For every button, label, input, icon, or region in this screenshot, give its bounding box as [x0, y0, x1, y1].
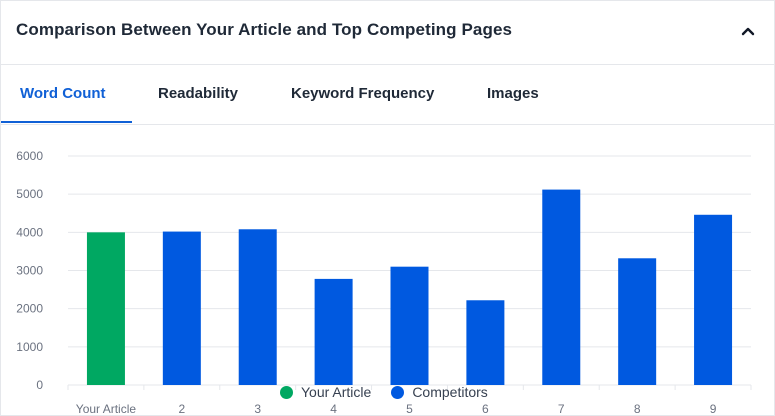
chevron-up-icon[interactable]	[738, 21, 758, 41]
x-tick-label: Your Article	[76, 402, 137, 416]
bar-competitor[interactable]	[162, 231, 201, 385]
chart-legend: Your Article Competitors	[280, 383, 508, 401]
x-tick-label: 7	[558, 402, 565, 416]
bar-competitor[interactable]	[314, 278, 353, 385]
legend-dot-competitors	[391, 385, 405, 399]
y-tick-label: 6000	[16, 149, 43, 163]
panel-title: Comparison Between Your Article and Top …	[16, 20, 513, 39]
y-tick-label: 0	[36, 378, 43, 392]
x-tick-label: 2	[178, 402, 185, 416]
bar-competitor[interactable]	[542, 189, 581, 385]
legend-item-competitors[interactable]: Competitors	[391, 384, 488, 400]
word-count-chart: 0 1000 2000 3000 4000 5000 6000 Your Article 2 3 4…	[1, 125, 774, 416]
tab-bar: Word Count Readability Keyword Frequency…	[1, 65, 774, 125]
x-tick-label: 4	[330, 402, 337, 416]
bar-your-article[interactable]	[86, 232, 125, 385]
bar-competitor[interactable]	[694, 214, 733, 385]
x-tick-label: 5	[406, 402, 413, 416]
bar-competitor[interactable]	[466, 300, 505, 385]
x-tick-label: 9	[710, 402, 717, 416]
x-tick-label: 6	[482, 402, 489, 416]
y-tick-label: 3000	[16, 264, 43, 278]
bar-competitor[interactable]	[618, 258, 657, 385]
legend-label-your-article: Your Article	[301, 384, 372, 400]
y-tick-label: 5000	[16, 187, 43, 201]
bar-competitor[interactable]	[238, 229, 277, 385]
tab-readability[interactable]: Readability	[158, 85, 239, 102]
tab-images[interactable]: Images	[487, 85, 539, 102]
tab-word-count[interactable]: Word Count	[20, 85, 106, 102]
legend-label-competitors: Competitors	[412, 384, 488, 400]
chart-svg: 0 1000 2000 3000 4000 5000 6000 Your Article 2 3 4…	[16, 149, 752, 416]
tab-keyword-frequency[interactable]: Keyword Frequency	[291, 85, 435, 102]
y-tick-label: 4000	[16, 225, 43, 239]
bar-competitor[interactable]	[390, 266, 429, 385]
active-tab-indicator	[1, 121, 132, 123]
y-tick-label: 1000	[16, 340, 43, 354]
x-tick-label: 3	[254, 402, 261, 416]
x-tick-label: 8	[634, 402, 641, 416]
legend-dot-your-article	[280, 385, 293, 399]
panel-header[interactable]: Comparison Between Your Article and Top …	[1, 1, 774, 65]
legend-item-your-article[interactable]: Your Article	[280, 384, 371, 400]
y-tick-label: 2000	[16, 302, 43, 316]
